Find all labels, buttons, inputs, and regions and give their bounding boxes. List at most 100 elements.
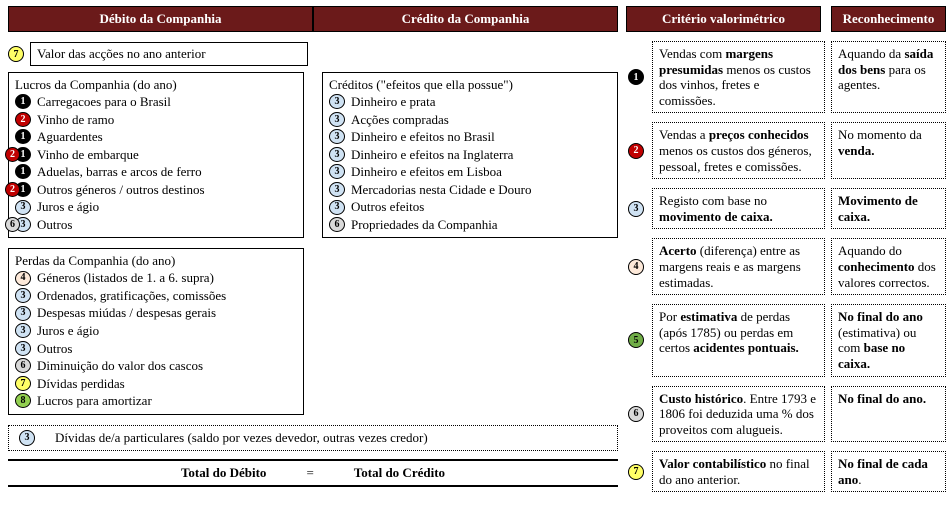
badge-6-icon: 6 [15, 358, 31, 373]
badge-1-icon: 1 [15, 129, 31, 144]
criterio-box: Custo histórico. Entre 1793 e 1806 foi d… [652, 386, 825, 443]
panel-perdas: Perdas da Companhia (do ano) 4 Géneros (l… [8, 248, 304, 414]
badge-7-icon: 7 [15, 376, 31, 391]
list-item: 4 Géneros (listados de 1. a 6. supra) [15, 269, 297, 287]
list-item: 63Outros [15, 216, 297, 234]
reconhecimento-box: No final de cada ano. [831, 451, 946, 492]
list-item-label: Vinho de embarque [37, 146, 139, 164]
list-item: 3Outros [15, 340, 297, 358]
equals-sign: = [306, 465, 313, 481]
reconhecimento-box: Movimento de caixa. [831, 188, 946, 229]
left-column: Débito da Companhia Crédito da Companhia… [8, 6, 618, 487]
panel-creditos: Créditos ("efeitos que ella possue") 3Di… [322, 72, 618, 238]
right-headers: Critério valorimétrico Reconhecimento [626, 6, 946, 32]
badge-3-icon: 3 [329, 94, 345, 109]
badge-6-icon: 6 [628, 406, 644, 422]
header-credito: Crédito da Companhia [313, 6, 618, 32]
list-item-label: Outros [37, 340, 72, 358]
list-item: 3Acções compradas [329, 111, 611, 129]
badge-1-icon: 1 [628, 69, 644, 85]
list-item-label: Dinheiro e efeitos na Inglaterra [351, 146, 513, 164]
row-valor-accoes: 7 Valor das acções no ano anterior [8, 42, 618, 66]
badge-3-icon: 3 [15, 306, 31, 321]
list-item-label: Aduelas, barras e arcos de ferro [37, 163, 202, 181]
box-valor-accoes: Valor das acções no ano anterior [30, 42, 308, 66]
badge-1-icon: 1 [15, 94, 31, 109]
badge-5-icon: 5 [628, 332, 644, 348]
criterio-box: Vendas a preços conhecidos menos os cust… [652, 122, 825, 179]
header-debito: Débito da Companhia [8, 6, 313, 32]
list-item: 3Juros e ágio [15, 322, 297, 340]
badge-4-icon: 4 [628, 259, 644, 275]
criteria-row: 1Vendas com margens presumidas menos os … [626, 41, 946, 113]
badge-2-icon: 2 [15, 112, 31, 127]
badge-4-icon: 4 [15, 271, 31, 286]
reconhecimento-box: No momento da venda. [831, 122, 946, 179]
list-item: 3 Dinheiro e efeitos em Lisboa [329, 163, 611, 181]
lucros-list: 1Carregacoes para o Brasil2 Vinho de ramo… [15, 93, 297, 233]
list-item-label: Dinheiro e efeitos em Lisboa [351, 163, 502, 181]
badge-3-icon: 3 [329, 182, 345, 197]
totals-row: Total do Débito = Total do Crédito [8, 459, 618, 487]
criteria-row: 4 Acerto (diferença) entre as margens rea… [626, 238, 946, 295]
list-item-label: Géneros (listados de 1. a 6. supra) [37, 269, 214, 287]
list-item-label: Despesas miúdas / despesas gerais [37, 304, 216, 322]
list-item-label: Lucros para amortizar [37, 392, 152, 410]
criterio-box: Acerto (diferença) entre as margens reai… [652, 238, 825, 295]
list-item: 3 Dinheiro e efeitos na Inglaterra [329, 146, 611, 164]
list-item: 1Carregacoes para o Brasil [15, 93, 297, 111]
list-item-label: Outros géneros / outros destinos [37, 181, 205, 199]
badge-7-icon: 7 [628, 464, 644, 480]
list-item-label: Diminuição do valor dos cascos [37, 357, 203, 375]
list-item: 3Mercadorias nesta Cidade e Douro [329, 181, 611, 199]
list-item-label: Vinho de ramo [37, 111, 114, 129]
list-item: 3 Despesas miúdas / despesas gerais [15, 304, 297, 322]
badge-3-icon: 3 [329, 112, 345, 127]
list-item-label: Dinheiro e efeitos no Brasil [351, 128, 495, 146]
creditos-title: Créditos ("efeitos que ella possue") [329, 77, 611, 93]
criteria-row: 5 Por estimativa de perdas (após 1785) ou… [626, 304, 946, 376]
reconhecimento-box: Aquando do conhecimento dos valores corr… [831, 238, 946, 295]
list-item: 3 Dinheiro e efeitos no Brasil [329, 128, 611, 146]
creditos-list: 3Dinheiro e prata3Acções compradas3Dinhe… [329, 93, 611, 233]
badge-6-icon: 6 [5, 217, 20, 232]
reconhecimento-box: No final do ano. [831, 386, 946, 443]
list-item-label: Ordenados, gratificações, comissões [37, 287, 226, 305]
list-item: 3Dinheiro e prata [329, 93, 611, 111]
list-item-label: Aguardentes [37, 128, 103, 146]
list-item: 1 Aduelas, barras e arcos de ferro [15, 163, 297, 181]
list-item-label: Dívidas perdidas [37, 375, 125, 393]
list-item-label: Propriedades da Companhia [351, 216, 498, 234]
list-item: 21Vinho de embarque [15, 146, 297, 164]
panels-row: Lucros da Companhia (do ano) 1Carregacoe… [8, 72, 618, 415]
list-item-label: Juros e ágio [37, 198, 99, 216]
criteria-row: 3Registo com base no movimento de caixa.… [626, 188, 946, 229]
criterio-box: Registo com base no movimento de caixa. [652, 188, 825, 229]
criterio-box: Por estimativa de perdas (após 1785) ou … [652, 304, 825, 376]
list-item: 7 Dívidas perdidas [15, 375, 297, 393]
list-item-label: Outros [37, 216, 72, 234]
dividas-text: Dívidas de/a particulares (saldo por vez… [55, 430, 428, 446]
perdas-list: 4Géneros (listados de 1. a 6. supra)3Ord… [15, 269, 297, 409]
badge-1-icon: 1 [15, 164, 31, 179]
badge-3-icon: 3 [15, 200, 31, 215]
list-item: 6 Diminuição do valor dos cascos [15, 357, 297, 375]
badge-3-icon: 3 [329, 129, 345, 144]
total-debito: Total do Débito [181, 465, 266, 481]
badge-6-icon: 6 [329, 217, 345, 232]
badge-7: 7 [8, 46, 24, 62]
reconhecimento-box: Aquando da saída dos bens para os agente… [831, 41, 946, 113]
reconhecimento-box: No final do ano (estimativa) ou com base… [831, 304, 946, 376]
badge-3-icon: 3 [329, 147, 345, 162]
box-dividas: 3 Dívidas de/a particulares (saldo por v… [8, 425, 618, 451]
list-item: 1 Aguardentes [15, 128, 297, 146]
header-criterio: Critério valorimétrico [626, 6, 821, 32]
list-item: 6 Propriedades da Companhia [329, 216, 611, 234]
list-item: 3Ordenados, gratificações, comissões [15, 287, 297, 305]
perdas-title: Perdas da Companhia (do ano) [15, 253, 297, 269]
header-reconhecimento: Reconhecimento [831, 6, 946, 32]
list-item: 3Outros efeitos [329, 198, 611, 216]
badge-2-icon: 2 [628, 143, 644, 159]
badge-3-icon: 3 [329, 164, 345, 179]
list-item: 21Outros géneros / outros destinos [15, 181, 297, 199]
